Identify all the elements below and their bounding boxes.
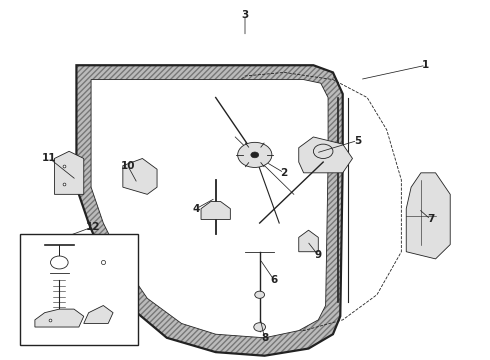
- Polygon shape: [299, 230, 318, 252]
- Text: 6: 6: [270, 275, 278, 285]
- Polygon shape: [406, 173, 450, 259]
- Circle shape: [254, 323, 266, 331]
- Text: 10: 10: [121, 161, 135, 171]
- Text: 7: 7: [427, 215, 434, 224]
- Polygon shape: [35, 309, 84, 327]
- Polygon shape: [299, 137, 352, 173]
- Text: 3: 3: [242, 10, 248, 20]
- Polygon shape: [54, 151, 84, 194]
- Polygon shape: [91, 80, 328, 338]
- Polygon shape: [201, 202, 230, 220]
- Text: 5: 5: [354, 136, 361, 145]
- Circle shape: [238, 142, 272, 167]
- Text: 1: 1: [422, 60, 429, 70]
- Circle shape: [314, 144, 333, 158]
- Text: 2: 2: [280, 168, 288, 178]
- Text: 4: 4: [193, 204, 200, 214]
- Text: 9: 9: [315, 250, 322, 260]
- Polygon shape: [91, 80, 328, 338]
- Bar: [20, 234, 138, 345]
- Text: 8: 8: [261, 333, 268, 343]
- Text: 12: 12: [86, 222, 101, 231]
- Polygon shape: [84, 306, 113, 323]
- Text: 11: 11: [42, 153, 57, 163]
- Circle shape: [50, 256, 68, 269]
- Circle shape: [251, 152, 259, 158]
- Circle shape: [255, 291, 265, 298]
- Polygon shape: [123, 158, 157, 194]
- Polygon shape: [76, 65, 343, 356]
